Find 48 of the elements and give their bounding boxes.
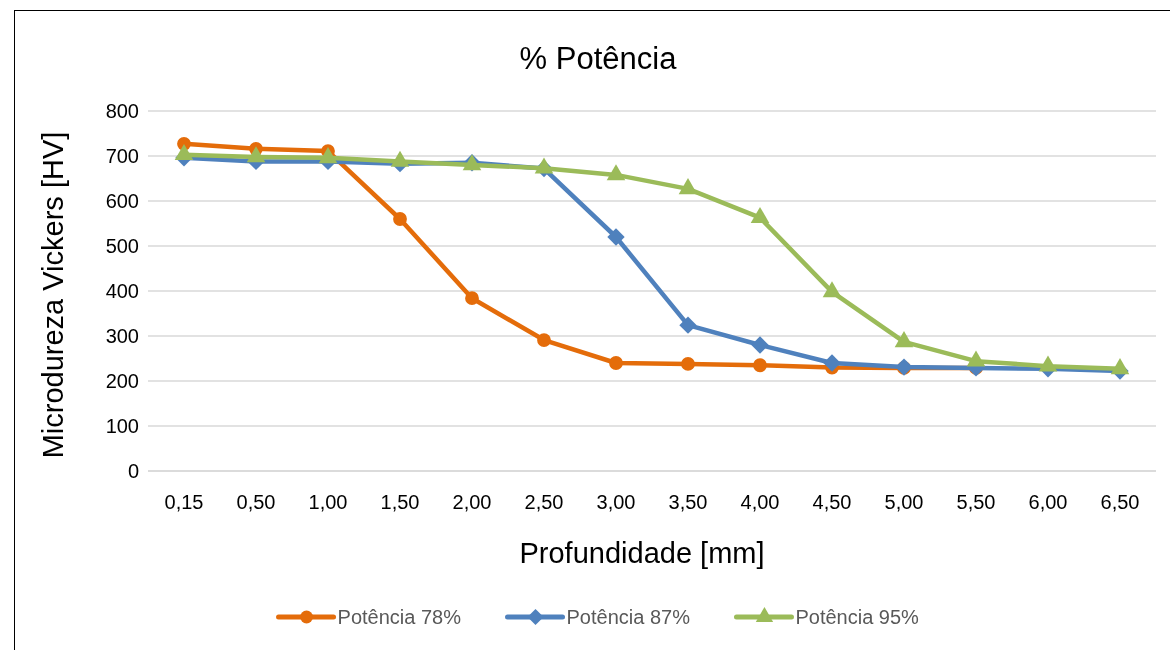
- y-tick-label: 700: [105, 145, 139, 167]
- point: [753, 358, 767, 373]
- x-tick-label: 5,50: [956, 491, 996, 513]
- legend-label: Potência 87%: [566, 606, 691, 628]
- point: [465, 291, 479, 306]
- y-tick-label: 100: [105, 415, 139, 437]
- y-tick-label: 0: [127, 460, 139, 482]
- x-tick-label: 6,00: [1028, 491, 1068, 513]
- point: [750, 206, 770, 224]
- point: [537, 333, 551, 347]
- x-tick-label: 1,50: [380, 491, 420, 513]
- y-tick-label: 400: [105, 280, 139, 302]
- y-tick-label: 500: [105, 235, 139, 257]
- point: [318, 147, 338, 164]
- point: [606, 164, 626, 181]
- x-tick-label: 1,00: [308, 491, 348, 513]
- point: [681, 357, 695, 371]
- point: [246, 146, 266, 163]
- point: [822, 281, 842, 298]
- x-tick-label: 4,50: [812, 491, 852, 513]
- point: [751, 336, 769, 354]
- x-tick-label: 0,50: [236, 491, 276, 513]
- point: [390, 150, 410, 167]
- y-tick-label: 600: [105, 190, 139, 212]
- x-tick-label: 5,00: [884, 491, 924, 513]
- legend-label: Potência 78%: [337, 606, 462, 628]
- x-tick-label: 3,00: [596, 491, 636, 513]
- point: [678, 178, 698, 195]
- x-tick-label: 6,50: [1100, 491, 1140, 513]
- point: [823, 354, 841, 372]
- x-tick-label: 2,00: [452, 491, 492, 513]
- y-axis-title: Microdureza Vickers [HV]: [37, 131, 69, 459]
- x-tick-label: 2,50: [524, 491, 564, 513]
- point: [607, 228, 625, 246]
- point: [609, 356, 623, 370]
- point: [393, 212, 407, 226]
- x-tick-label: 4,00: [740, 491, 780, 513]
- point: [174, 143, 194, 161]
- x-tick-label: 0,15: [164, 491, 204, 513]
- chart-title: % Potência: [519, 41, 678, 76]
- y-tick-label: 300: [105, 325, 139, 347]
- x-axis-title: Profundidade [mm]: [519, 537, 765, 569]
- point: [679, 316, 697, 334]
- y-tick-label: 200: [105, 370, 139, 392]
- legend-label: Potência 95%: [795, 606, 920, 628]
- point: [534, 157, 554, 174]
- x-tick-label: 3,50: [668, 491, 708, 513]
- y-tick-label: 800: [105, 100, 139, 122]
